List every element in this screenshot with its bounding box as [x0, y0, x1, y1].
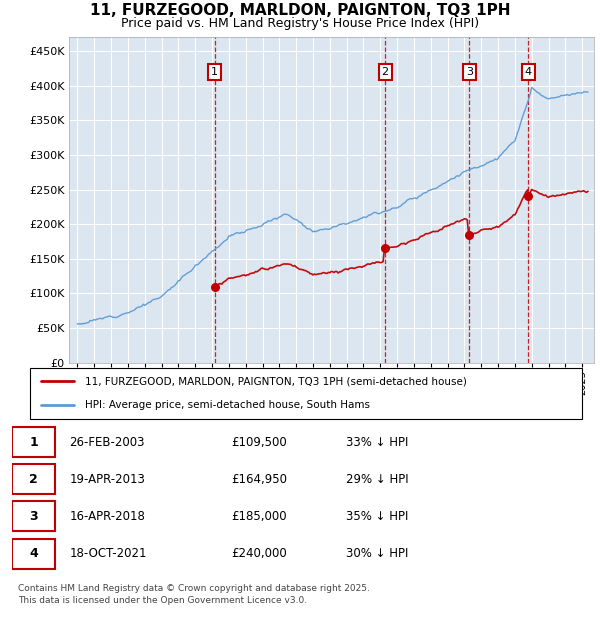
- FancyBboxPatch shape: [12, 502, 55, 531]
- Text: 2: 2: [382, 67, 389, 77]
- Text: 1: 1: [29, 436, 38, 449]
- Text: £185,000: £185,000: [231, 510, 287, 523]
- Text: £164,950: £164,950: [231, 473, 287, 486]
- Text: 16-APR-2018: 16-APR-2018: [70, 510, 145, 523]
- Text: 33% ↓ HPI: 33% ↓ HPI: [346, 436, 409, 449]
- Text: 30% ↓ HPI: 30% ↓ HPI: [346, 547, 409, 560]
- Text: 4: 4: [525, 67, 532, 77]
- Text: 4: 4: [29, 547, 38, 560]
- Text: 11, FURZEGOOD, MARLDON, PAIGNTON, TQ3 1PH (semi-detached house): 11, FURZEGOOD, MARLDON, PAIGNTON, TQ3 1P…: [85, 376, 467, 386]
- Text: 3: 3: [466, 67, 473, 77]
- Text: 1: 1: [211, 67, 218, 77]
- FancyBboxPatch shape: [12, 539, 55, 569]
- Text: 11, FURZEGOOD, MARLDON, PAIGNTON, TQ3 1PH: 11, FURZEGOOD, MARLDON, PAIGNTON, TQ3 1P…: [90, 3, 510, 18]
- FancyBboxPatch shape: [12, 427, 55, 457]
- Text: HPI: Average price, semi-detached house, South Hams: HPI: Average price, semi-detached house,…: [85, 400, 370, 410]
- Text: 19-APR-2013: 19-APR-2013: [70, 473, 145, 486]
- Text: £109,500: £109,500: [231, 436, 287, 449]
- Text: £240,000: £240,000: [231, 547, 287, 560]
- FancyBboxPatch shape: [30, 368, 582, 418]
- Text: 3: 3: [29, 510, 38, 523]
- Text: 35% ↓ HPI: 35% ↓ HPI: [346, 510, 409, 523]
- Text: 29% ↓ HPI: 29% ↓ HPI: [346, 473, 409, 486]
- Text: 26-FEB-2003: 26-FEB-2003: [70, 436, 145, 449]
- Text: 18-OCT-2021: 18-OCT-2021: [70, 547, 147, 560]
- FancyBboxPatch shape: [12, 464, 55, 494]
- Text: Contains HM Land Registry data © Crown copyright and database right 2025.
This d: Contains HM Land Registry data © Crown c…: [18, 584, 370, 605]
- Text: 2: 2: [29, 473, 38, 486]
- Text: Price paid vs. HM Land Registry's House Price Index (HPI): Price paid vs. HM Land Registry's House …: [121, 17, 479, 30]
